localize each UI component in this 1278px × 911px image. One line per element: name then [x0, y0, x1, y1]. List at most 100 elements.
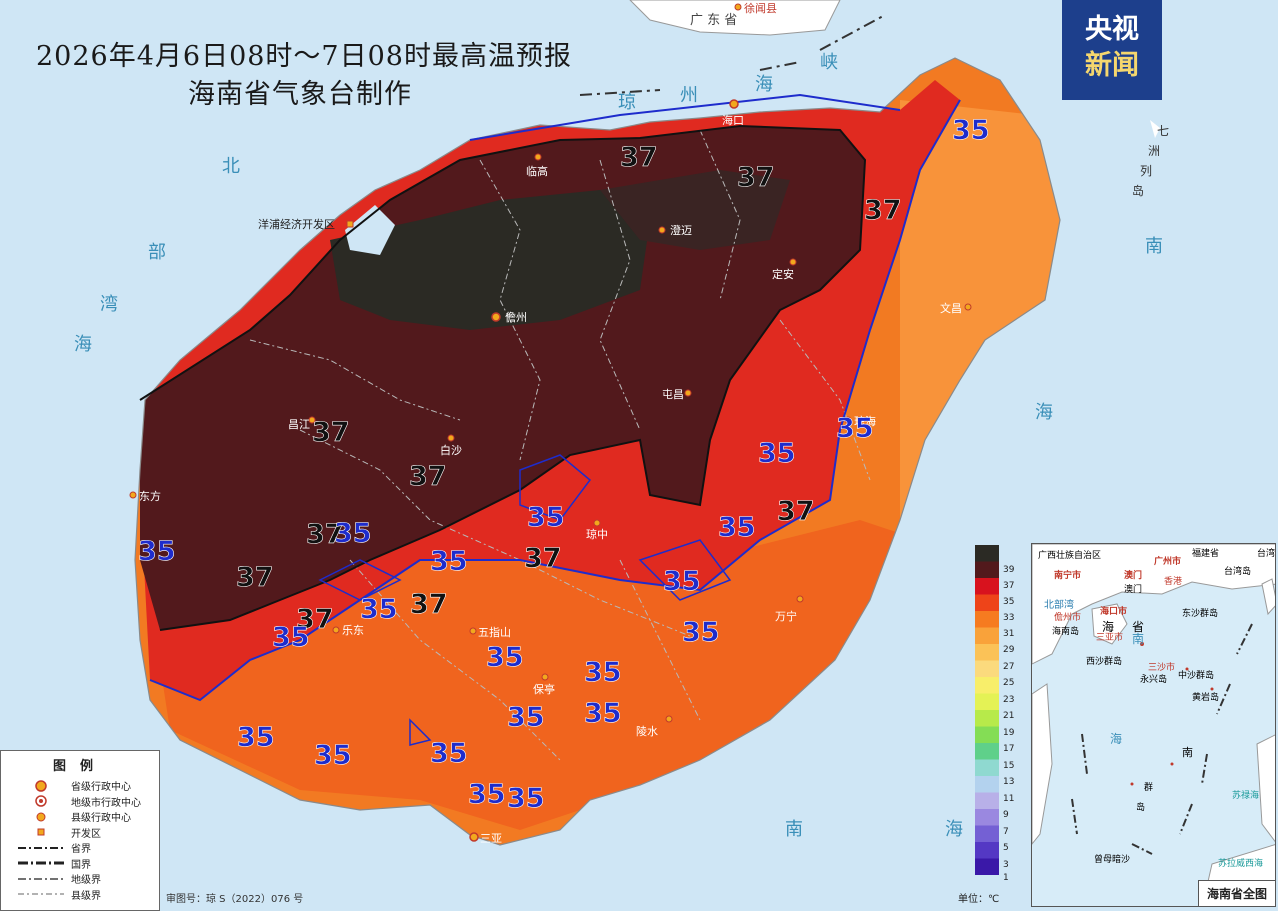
inset-label: 台湾岛 [1224, 567, 1252, 577]
label-35: 35 [507, 783, 545, 814]
island-outline [134, 57, 1061, 846]
scale-tick: 15 [1003, 761, 1015, 771]
guangdong-land [629, 0, 841, 36]
county-center-icon [17, 811, 65, 823]
city-baoting: 保亭 [533, 682, 555, 696]
south-bottom-char-2: 海 [945, 819, 963, 840]
prefecture-boundary-icon [17, 873, 65, 885]
legend-label: 省级行政中心 [71, 782, 131, 794]
city-tunchang: 屯昌 [662, 388, 684, 401]
scale-tick: 11 [1003, 794, 1015, 804]
qizhou-char-4: 岛 [1132, 183, 1144, 198]
label-35: 35 [836, 413, 874, 444]
beibu-char-1: 北 [222, 156, 240, 177]
yangpu-bay [345, 205, 395, 255]
inset-label: 东沙群岛 [1182, 609, 1219, 619]
label-37: 37 [524, 543, 562, 574]
inset-label: 永兴岛 [1140, 675, 1168, 685]
national-boundary-icon [17, 857, 65, 869]
scale-tick: 3 [1003, 860, 1009, 870]
scale-tick: 13 [1003, 777, 1015, 787]
inset-label: 福建省 [1192, 549, 1220, 559]
label-35: 35 [360, 594, 398, 625]
scale-tick: 7 [1003, 827, 1009, 837]
city-yangpu: 洋浦经济开发区 [258, 217, 335, 231]
legend-item: 县级行政中心 [1, 809, 159, 825]
qizhou-char-1: 七 [1157, 124, 1169, 138]
legend-label: 地级界 [71, 875, 101, 887]
city-changjiang: 昌江 [288, 418, 310, 431]
inset-label: 省 [1132, 620, 1145, 634]
inset-label: 海 [1102, 620, 1115, 634]
city-lingao: 临高 [526, 164, 548, 178]
unit-label: 单位：℃ [958, 894, 1000, 905]
inset-label: 曾母暗沙 [1094, 855, 1131, 865]
label-35: 35 [682, 617, 720, 648]
inset-label: 海南岛 [1052, 627, 1080, 637]
inset-label: 广西壮族自治区 [1038, 551, 1102, 561]
beibu-char-2: 部 [148, 242, 166, 263]
label-35: 35 [758, 438, 796, 469]
review-number: 审图号：琼 S（2022）076 号 [166, 894, 304, 905]
city-dingan: 定安 [772, 267, 794, 281]
xuwen-label: 徐闻县 [744, 1, 777, 15]
county-boundary-icon [17, 888, 65, 900]
inset-label: 苏禄海 [1232, 791, 1260, 801]
inset-label: 群 [1144, 783, 1154, 793]
label-35: 35 [430, 546, 468, 577]
inset-label: 儋州市 [1054, 613, 1082, 623]
qizhou-char-3: 列 [1140, 164, 1152, 178]
south-right-char-2: 海 [1035, 402, 1053, 423]
contour-35-pocket3 [638, 539, 732, 601]
scale-tick: 39 [1003, 565, 1015, 575]
inset-label: 南宁市 [1054, 571, 1082, 581]
color-scale [975, 545, 999, 875]
inset-label: 海 [1110, 732, 1123, 746]
legend-item: 开发区 [1, 825, 159, 841]
contour-35-pocket2 [519, 454, 592, 521]
inset-title: 海南省全图 [1197, 880, 1275, 906]
inset-label: 苏拉威西海 [1218, 859, 1264, 869]
legend-item: 地级界 [1, 871, 159, 887]
label-35: 35 [430, 738, 468, 769]
label-37: 37 [620, 142, 658, 173]
scale-tick: 25 [1003, 678, 1015, 688]
contour-35-pocket4 [409, 718, 432, 746]
legend-title: 图例 [52, 759, 107, 774]
legend-item: 县级界 [1, 887, 159, 903]
city-wanning: 万宁 [775, 609, 797, 623]
legend-label: 地级市行政中心 [71, 797, 141, 809]
map-subtitle: 海南省气象台制作 [188, 79, 412, 110]
inset-label: 岛 [1136, 803, 1146, 813]
isotherm-35-labels-extra: 35 35 35 [430, 738, 545, 815]
city-wuzhishan: 五指山 [478, 625, 511, 639]
label-35: 35 [486, 642, 524, 673]
label-35: 35 [314, 740, 352, 771]
contour-35-north [469, 93, 901, 141]
city-haikou: 海口 [722, 113, 744, 127]
strait-char-3: 海 [755, 74, 773, 95]
label-35: 35 [138, 536, 176, 567]
inset-label: 澳门 [1124, 585, 1143, 595]
scale-tick: 1 [1003, 873, 1009, 883]
label-35: 35 [584, 657, 622, 688]
label-37: 37 [410, 589, 448, 620]
contour-37 [139, 124, 867, 631]
scale-tick: 9 [1003, 810, 1009, 820]
label-35: 35 [272, 622, 310, 653]
scale-tick: 17 [1003, 744, 1015, 754]
label-35: 35 [507, 702, 545, 733]
qizhou-char-2: 洲 [1148, 144, 1160, 158]
label-35: 35 [718, 512, 756, 543]
city-lingshui: 陵水 [636, 725, 658, 738]
inset-label: 西沙群岛 [1086, 657, 1123, 667]
inset-label: 南 [1132, 632, 1145, 646]
label-37: 37 [312, 417, 350, 448]
label-35: 35 [663, 566, 701, 597]
inset-label: 北部湾 [1044, 600, 1074, 611]
label-37: 37 [236, 562, 274, 593]
city-dongfang: 东方 [139, 489, 161, 503]
logo-line-1: 央视 [1085, 14, 1139, 45]
devzone-icon [17, 826, 65, 838]
scale-tick: 21 [1003, 711, 1015, 721]
